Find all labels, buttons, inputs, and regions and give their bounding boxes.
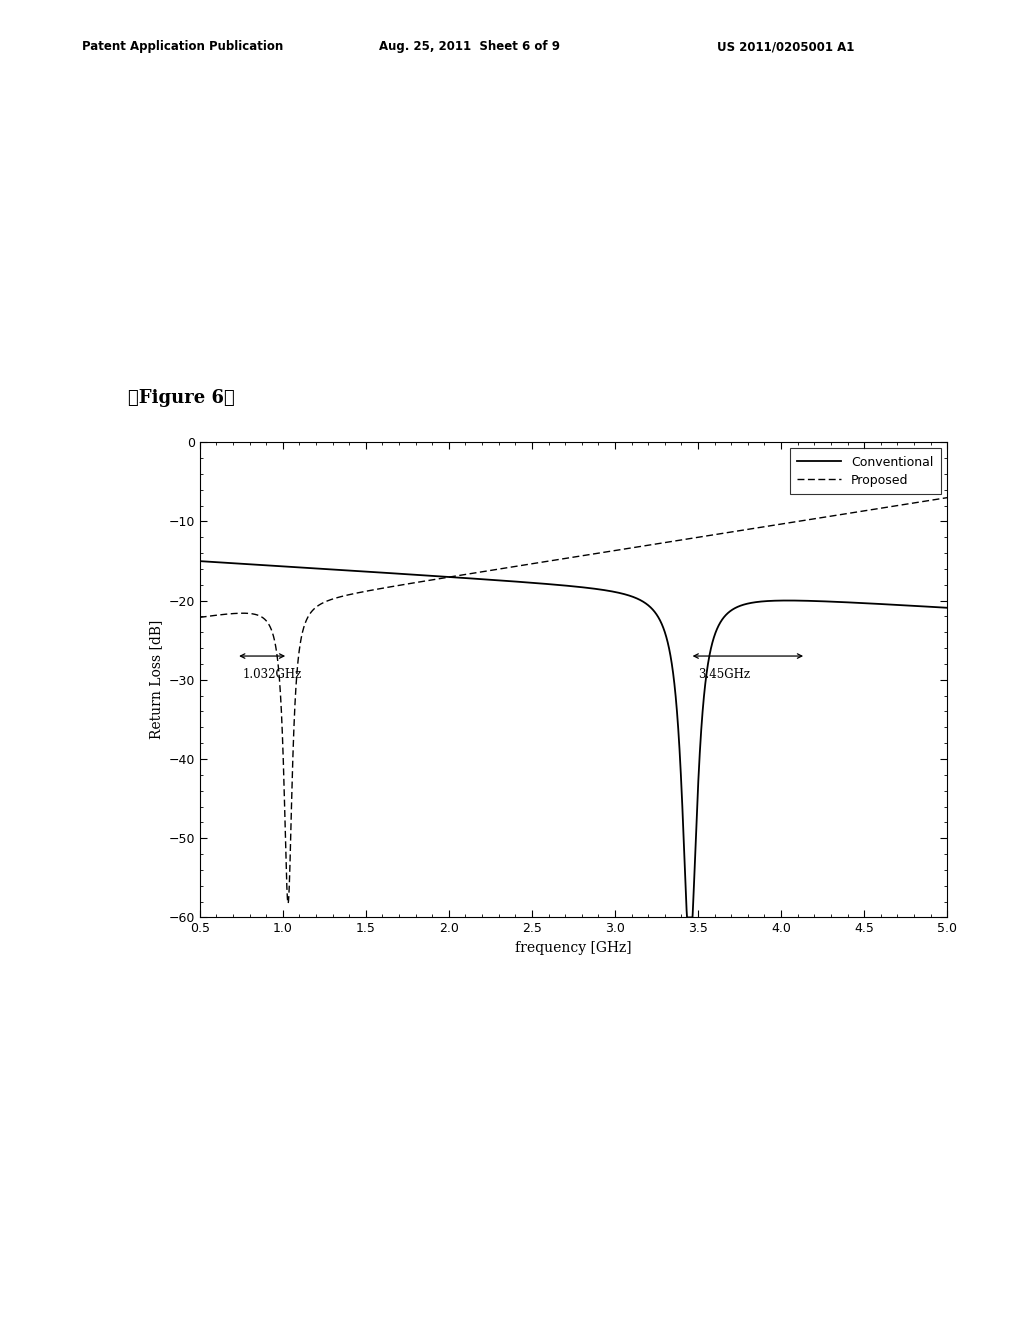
Proposed bbox=[941, 490, 953, 506]
Line: Proposed: Proposed bbox=[200, 498, 947, 903]
Text: 【Figure 6】: 【Figure 6】 bbox=[128, 388, 234, 407]
Proposed bbox=[282, 895, 294, 911]
Conventional bbox=[941, 599, 953, 615]
Conventional bbox=[197, 553, 209, 569]
Proposed bbox=[901, 496, 913, 512]
Conventional bbox=[681, 909, 693, 925]
Conventional bbox=[224, 556, 237, 572]
Text: US 2011/0205001 A1: US 2011/0205001 A1 bbox=[717, 40, 854, 53]
Text: Patent Application Publication: Patent Application Publication bbox=[82, 40, 284, 53]
Text: 1.032GHz: 1.032GHz bbox=[243, 668, 302, 681]
Conventional bbox=[559, 578, 571, 594]
Proposed bbox=[559, 550, 571, 566]
Text: 3.45GHz: 3.45GHz bbox=[698, 668, 750, 681]
Conventional bbox=[901, 598, 913, 614]
Proposed bbox=[340, 587, 352, 603]
Line: Conventional: Conventional bbox=[200, 561, 947, 917]
Proposed bbox=[197, 609, 209, 624]
Proposed bbox=[224, 606, 237, 622]
Legend: Conventional, Proposed: Conventional, Proposed bbox=[790, 449, 941, 495]
Conventional bbox=[340, 562, 352, 578]
Proposed bbox=[239, 606, 251, 622]
X-axis label: frequency [GHz]: frequency [GHz] bbox=[515, 941, 632, 954]
Conventional bbox=[194, 553, 206, 569]
Conventional bbox=[239, 556, 251, 572]
Proposed bbox=[194, 610, 206, 626]
Y-axis label: Return Loss [dB]: Return Loss [dB] bbox=[148, 620, 163, 739]
Text: Aug. 25, 2011  Sheet 6 of 9: Aug. 25, 2011 Sheet 6 of 9 bbox=[379, 40, 560, 53]
